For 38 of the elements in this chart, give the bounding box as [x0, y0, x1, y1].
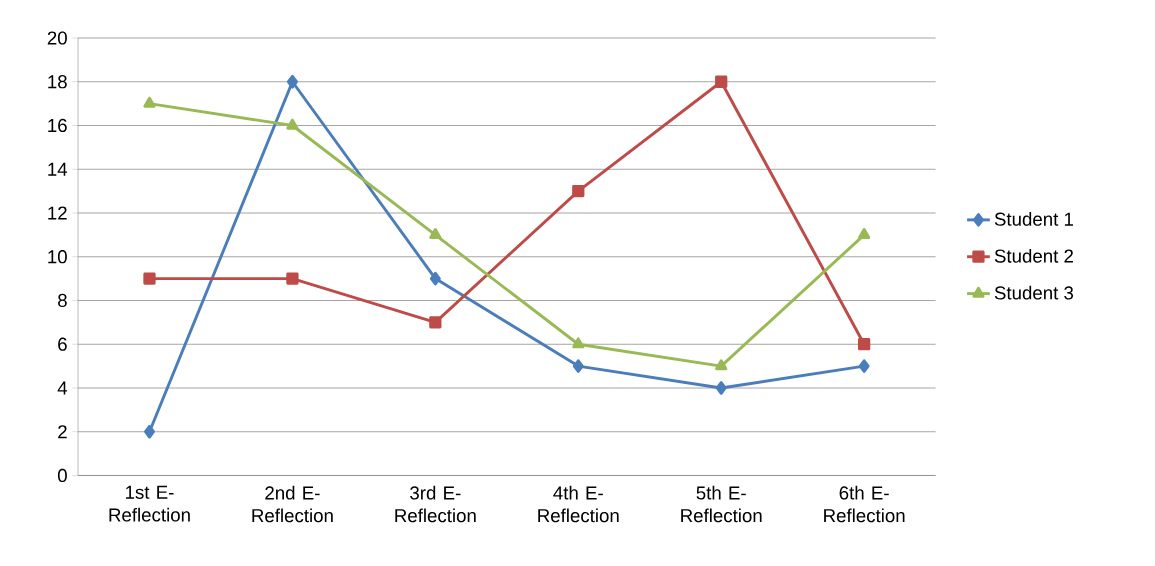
point: [572, 359, 584, 373]
y-tick-label: 8: [58, 293, 67, 308]
point: [286, 272, 299, 285]
y-tick-label: 10: [48, 250, 67, 264]
point: [286, 74, 298, 89]
x-tick-label: 3rd E-Reflection: [395, 485, 476, 523]
point: [858, 227, 871, 239]
x-tick-label: 6th E-Reflection: [824, 485, 905, 523]
y-tick-label: 16: [48, 118, 67, 133]
point: [429, 227, 442, 239]
legend-label: Student 2: [994, 248, 1073, 263]
point: [286, 118, 299, 130]
point: [715, 381, 727, 395]
legend-label: Student 3: [994, 285, 1074, 300]
x-tick-label: 1st E-Reflection: [109, 485, 190, 522]
point: [572, 337, 585, 349]
point: [715, 359, 728, 371]
point: [143, 272, 156, 285]
point: [858, 338, 871, 351]
point: [143, 96, 156, 108]
point: [572, 184, 585, 198]
y-tick-label: 2: [58, 425, 67, 439]
y-tick-label: 14: [48, 162, 68, 176]
point: [144, 424, 155, 439]
y-tick-label: 0: [57, 468, 67, 482]
x-tick-label: 5th E-Reflection: [681, 485, 762, 523]
point: [858, 359, 870, 373]
point: [715, 75, 728, 88]
y-tick-label: 18: [48, 75, 67, 89]
y-tick-label: 4: [57, 381, 68, 395]
x-tick-label: 2nd E-Reflection: [252, 485, 333, 523]
x-tick-label: 4th E-Reflection: [538, 485, 619, 523]
y-tick-label: 6: [58, 337, 67, 351]
point: [429, 271, 441, 286]
y-tick-label: 12: [48, 206, 67, 220]
legend-label: Student 1: [994, 212, 1073, 226]
point: [429, 316, 442, 329]
y-tick-label: 20: [47, 31, 67, 45]
